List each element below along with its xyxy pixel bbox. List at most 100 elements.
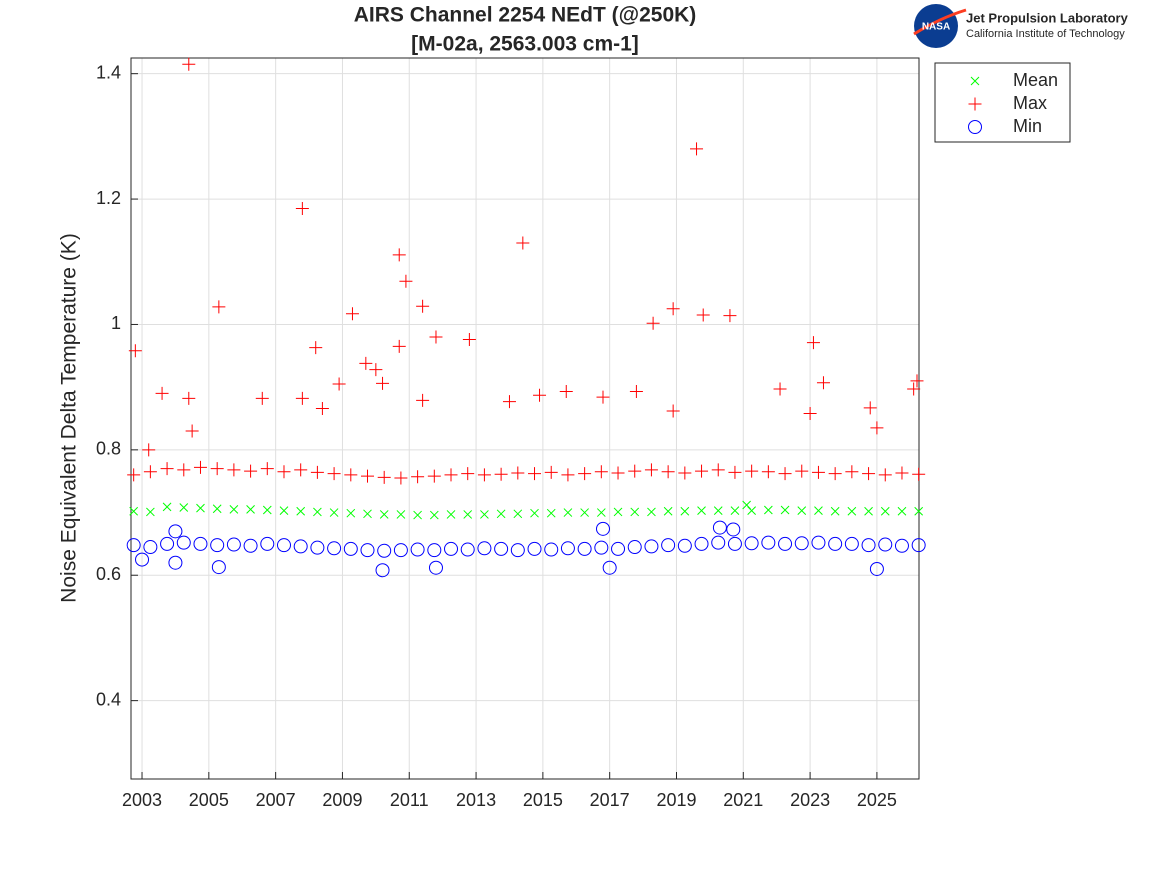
point (427, 469, 441, 483)
point (168, 524, 183, 539)
point (647, 507, 656, 517)
point (828, 467, 842, 481)
point (494, 541, 509, 556)
point (462, 333, 476, 347)
point (494, 467, 508, 481)
point (613, 507, 623, 517)
point (295, 201, 309, 215)
point (168, 555, 183, 570)
point (260, 462, 274, 476)
point (763, 505, 773, 515)
point (146, 507, 155, 517)
point (315, 401, 329, 415)
point (212, 504, 222, 514)
x-tick-label: 2007 (256, 790, 296, 810)
point (895, 466, 909, 480)
point (666, 404, 680, 418)
point (377, 470, 391, 484)
chart-subtitle: [M-02a, 2563.003 cm-1] (411, 33, 639, 56)
point (595, 521, 610, 536)
legend: Mean Max Min (934, 62, 1071, 143)
point (727, 536, 742, 551)
point (646, 316, 660, 330)
point (293, 539, 308, 554)
point (460, 542, 475, 557)
point (544, 542, 559, 557)
point (296, 506, 306, 516)
point (461, 467, 475, 481)
point (897, 506, 907, 516)
point (863, 401, 877, 415)
point (797, 506, 807, 516)
point (533, 388, 547, 402)
point (761, 465, 775, 479)
point (196, 503, 205, 513)
point (594, 540, 609, 555)
chart-title: AIRS Channel 2254 NEdT (@250K) (354, 4, 697, 27)
point (179, 503, 189, 512)
point (416, 393, 430, 407)
point (561, 468, 575, 482)
x-tick-label: 2025 (857, 790, 897, 810)
point (143, 540, 158, 555)
point (728, 465, 742, 479)
point (160, 536, 175, 551)
point (210, 538, 225, 553)
point (379, 510, 389, 519)
point (360, 543, 375, 558)
point (878, 468, 892, 482)
point (914, 506, 924, 516)
point (862, 467, 876, 481)
point (742, 500, 751, 510)
point (516, 236, 530, 250)
logo-line2: California Institute of Technology (966, 28, 1125, 40)
legend-marker (968, 120, 982, 134)
point (511, 466, 525, 480)
series-0 (129, 500, 924, 520)
point (377, 543, 392, 558)
point (463, 510, 473, 519)
point (713, 506, 723, 516)
point (394, 471, 408, 485)
point (546, 508, 556, 518)
point (416, 299, 430, 313)
point (711, 463, 725, 477)
point (594, 465, 608, 479)
point (329, 508, 339, 517)
legend-label: Max (1013, 93, 1047, 113)
point (744, 536, 759, 551)
point (596, 390, 610, 404)
point (814, 506, 823, 516)
point (661, 538, 676, 553)
point (344, 468, 358, 482)
point (393, 543, 408, 558)
point (375, 563, 390, 578)
point (363, 509, 372, 519)
point (294, 463, 308, 477)
point (828, 536, 843, 551)
point (602, 560, 617, 575)
point (811, 465, 825, 479)
point (327, 541, 342, 556)
x-tick-label: 2013 (456, 790, 496, 810)
point (778, 467, 792, 481)
point (142, 443, 156, 457)
point (723, 309, 737, 323)
point (332, 377, 346, 391)
legend-box (934, 62, 1071, 143)
legend-label: Min (1013, 116, 1042, 136)
point (413, 510, 422, 520)
point (277, 465, 291, 479)
point (794, 536, 809, 551)
point (680, 506, 690, 516)
point (510, 543, 525, 558)
point (578, 467, 592, 481)
point (678, 466, 692, 480)
point (177, 463, 191, 477)
x-tick-label: 2009 (322, 790, 362, 810)
point (212, 300, 226, 314)
point (845, 465, 859, 479)
point (697, 506, 706, 516)
legend-marker (970, 76, 980, 86)
